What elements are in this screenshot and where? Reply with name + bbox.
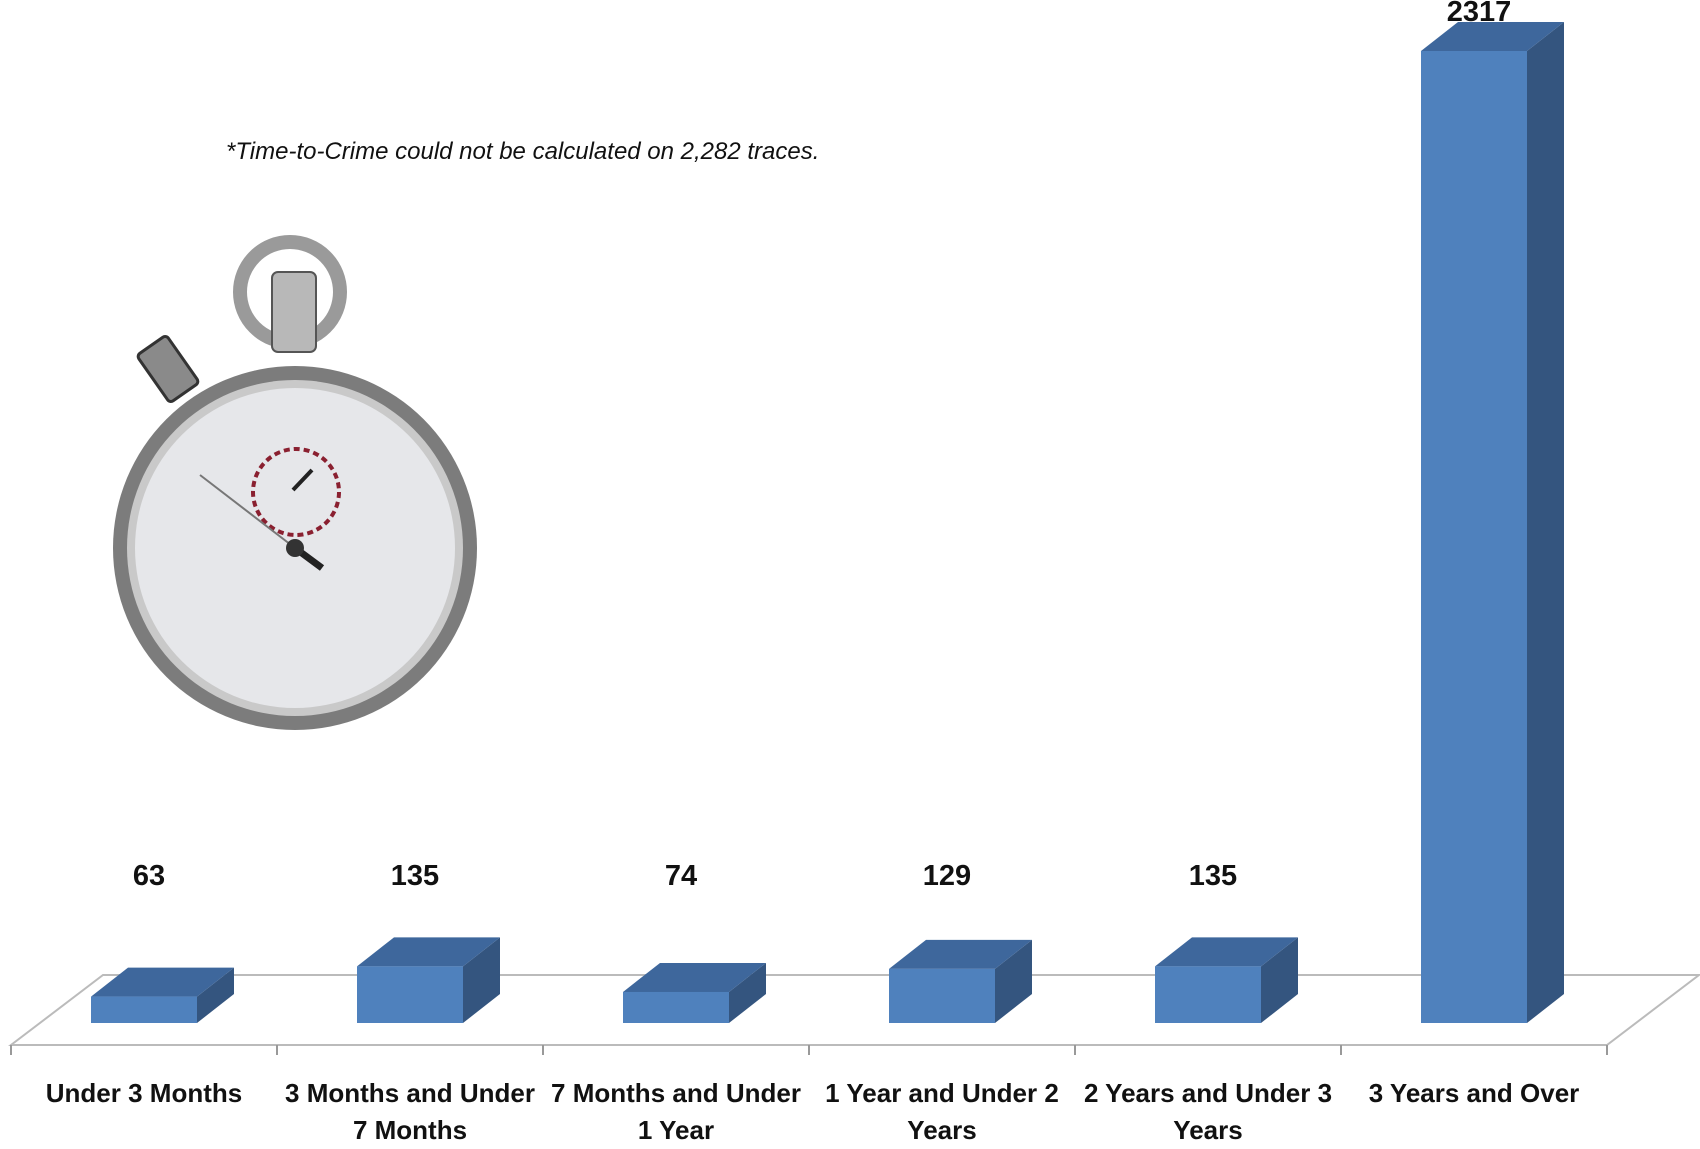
value-label: 129 [923,860,971,892]
bar-side [1261,937,1298,1023]
value-label: 2317 [1447,0,1512,28]
bar-top [1421,22,1564,51]
stopwatch-subdial [251,447,341,537]
bar-side [197,967,234,1023]
bar-top [357,937,500,967]
bar-side [1527,22,1564,1023]
x-tick-label: 7 Months and Under 1 Year [551,1078,801,1145]
bar [357,966,463,1023]
stopwatch-hand [291,468,314,492]
bar-top [1155,937,1298,967]
bar [889,968,995,1023]
value-label: 63 [133,860,165,892]
stopwatch-crown [271,271,317,353]
x-tick-label: 3 Months and Under 7 Months [285,1078,535,1145]
stopwatch-button [136,334,200,404]
footnote: *Time-to-Crime could not be calculated o… [226,138,820,165]
bar-top [91,967,234,997]
bar-side [995,939,1032,1023]
value-label: 135 [391,860,439,892]
x-tick-label: 3 Years and Over [1368,1078,1580,1108]
stopwatch [113,235,477,730]
value-label: 74 [665,860,697,892]
bar [1155,966,1261,1023]
bar-side [729,962,766,1023]
stopwatch-pin [286,539,304,557]
stopwatch-hand [199,474,296,549]
bar-side [463,937,500,1023]
bar-top [623,962,766,992]
bar [623,991,729,1023]
x-tick-label: Under 3 Months [45,1078,243,1108]
x-tick-label: 1 Year and Under 2 Years [825,1078,1059,1145]
bar [1421,51,1527,1023]
bar-top [889,939,1032,969]
x-tick-label: 2 Years and Under 3 Years [1083,1078,1333,1145]
value-label: 135 [1189,860,1237,892]
bar [91,996,197,1023]
